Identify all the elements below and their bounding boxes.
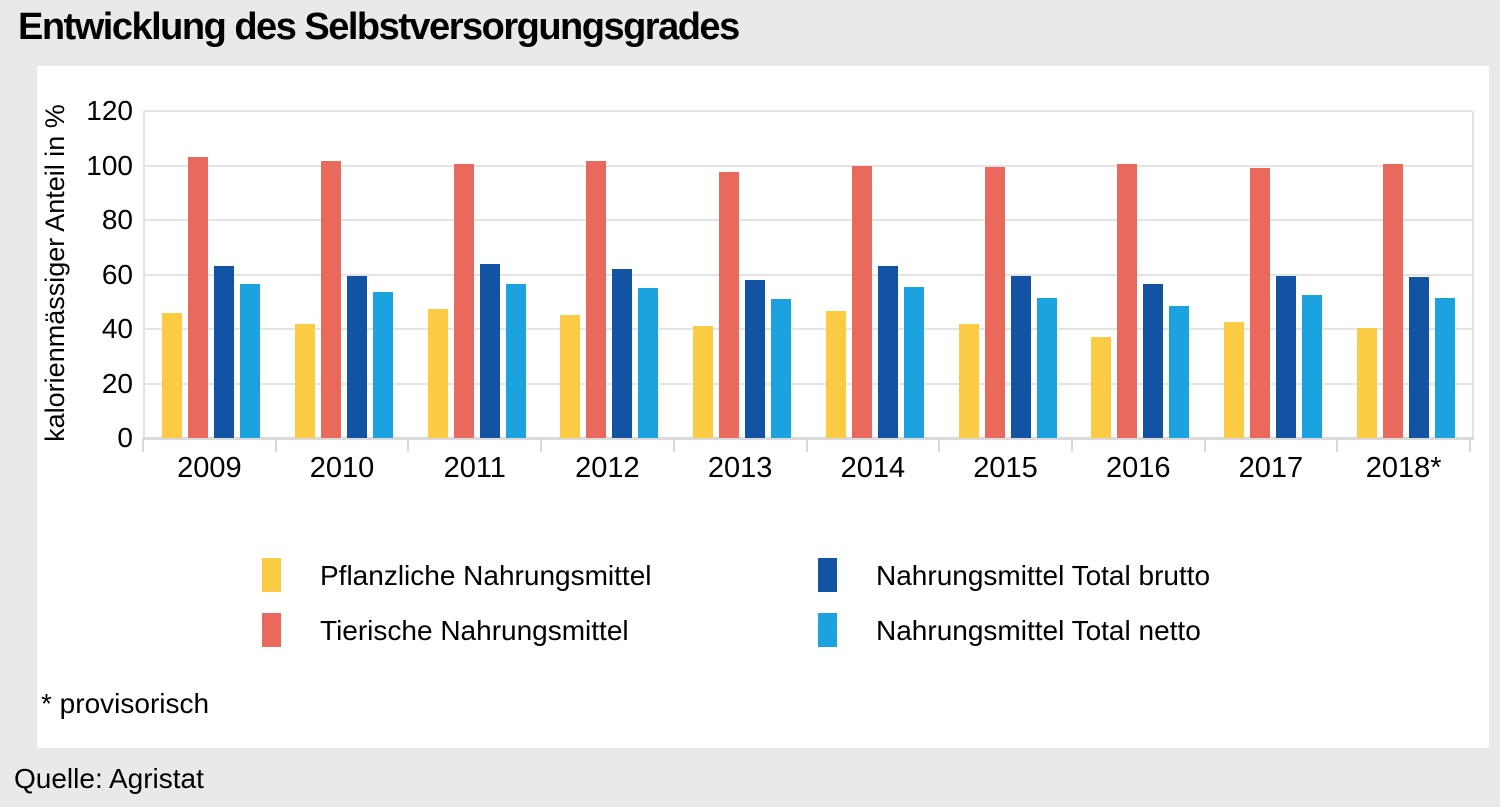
chart-card: kalorienmässiger Anteil in % 0 20 40 60 80 10… (37, 66, 1489, 748)
bar-pflanzliche-nahrungsmittel (427, 308, 448, 438)
bar-tierische-nahrungsmittel (188, 157, 209, 438)
bar-nahrungsmittel-total-netto (373, 292, 394, 438)
gridline (145, 110, 1472, 112)
bar-pflanzliche-nahrungsmittel (693, 326, 714, 438)
bar-nahrungsmittel-total-netto (1301, 294, 1322, 438)
bar-nahrungsmittel-total-brutto (877, 266, 898, 438)
x-axis-label: 2017 (1238, 452, 1304, 484)
bar-nahrungsmittel-total-brutto (1275, 275, 1296, 438)
x-axis-label: 2016 (1105, 452, 1171, 484)
bar-pflanzliche-nahrungsmittel (295, 323, 316, 438)
x-axis-label: 2015 (973, 452, 1038, 484)
gridline (145, 273, 1472, 276)
x-axis-tick (407, 438, 410, 452)
x-axis-label: 2011 (443, 452, 506, 484)
gridline (145, 382, 1472, 385)
bar-tierische-nahrungsmittel (1249, 168, 1270, 438)
bar-nahrungsmittel-total-netto (771, 299, 792, 438)
x-axis-tick (672, 438, 675, 452)
bar-nahrungsmittel-total-netto (1434, 297, 1455, 438)
bar-nahrungsmittel-total-brutto (479, 263, 500, 438)
bar-tierische-nahrungsmittel (851, 165, 872, 438)
bar-tierische-nahrungsmittel (984, 166, 1005, 438)
bar-tierische-nahrungsmittel (1117, 164, 1138, 438)
bar-nahrungsmittel-total-brutto (214, 266, 235, 438)
bar-nahrungsmittel-total-netto (505, 284, 526, 438)
y-tick-label: 120 (86, 95, 133, 126)
legend-swatch-nahrungsmittel-total-netto (818, 613, 837, 647)
bar-pflanzliche-nahrungsmittel (825, 311, 846, 438)
x-axis-tick (805, 438, 808, 452)
x-axis-tick (1336, 438, 1339, 452)
bar-nahrungsmittel-total-brutto (745, 279, 766, 438)
legend-label: Tierische Nahrungsmittel (320, 615, 629, 646)
legend-swatch-tierische-nahrungsmittel (262, 613, 281, 647)
bar-nahrungsmittel-total-brutto (347, 275, 368, 438)
legend-swatch-nahrungsmittel-total-brutto (818, 558, 837, 592)
x-axis-tick (1469, 438, 1471, 452)
page-title: Entwicklung des Selbstversorgungsgrades (18, 6, 740, 48)
x-axis-tick (274, 438, 277, 452)
legend-label: Nahrungsmittel Total brutto (876, 560, 1211, 591)
bar-pflanzliche-nahrungsmittel (958, 323, 979, 438)
gridline (145, 164, 1472, 167)
gridline (145, 328, 1472, 330)
y-tick-label: 60 (101, 258, 133, 290)
bar-nahrungsmittel-total-brutto (1408, 277, 1429, 438)
bar-nahrungsmittel-total-brutto (1010, 275, 1031, 438)
bar-nahrungsmittel-total-netto (240, 284, 261, 438)
y-tick-label: 100 (86, 149, 133, 181)
plot-area (143, 110, 1474, 440)
bar-nahrungsmittel-total-netto (1036, 297, 1057, 438)
x-axis-label: 2013 (707, 452, 773, 484)
bar-nahrungsmittel-total-brutto (1143, 284, 1164, 438)
legend-label: Pflanzliche Nahrungsmittel (320, 560, 652, 591)
bar-pflanzliche-nahrungsmittel (1223, 322, 1244, 438)
x-axis-tick (938, 438, 941, 452)
x-axis-label: 2014 (840, 452, 906, 484)
legend-swatch-pflanzliche-nahrungsmittel (262, 558, 281, 592)
bar-tierische-nahrungsmittel (321, 161, 342, 438)
bar-pflanzliche-nahrungsmittel (1356, 327, 1377, 438)
legend-label: Nahrungsmittel Total netto (876, 615, 1201, 646)
bar-tierische-nahrungsmittel (453, 164, 474, 438)
x-axis-line (143, 437, 1474, 440)
x-axis-tick (540, 438, 543, 452)
x-axis-tick (1203, 438, 1206, 452)
y-tick-label: 0 (117, 422, 133, 453)
bar-tierische-nahrungsmittel (719, 172, 740, 438)
x-axis-label: 2012 (575, 452, 640, 484)
x-axis-label: 2009 (177, 452, 242, 484)
x-axis-tick (142, 438, 144, 452)
bar-nahrungsmittel-total-netto (1169, 305, 1190, 438)
y-tick-label: 40 (101, 313, 133, 344)
bar-nahrungsmittel-total-netto (638, 288, 659, 438)
bar-tierische-nahrungsmittel (1382, 164, 1403, 438)
y-tick-label: 80 (101, 204, 133, 235)
x-axis-label: 2010 (309, 452, 375, 484)
y-tick-label: 20 (101, 367, 133, 399)
x-axis-label: 2018* (1365, 452, 1442, 484)
bar-pflanzliche-nahrungsmittel (162, 312, 183, 438)
bar-pflanzliche-nahrungsmittel (1091, 337, 1112, 438)
bar-tierische-nahrungsmittel (586, 161, 607, 438)
bar-nahrungsmittel-total-netto (903, 286, 924, 438)
gridline (145, 219, 1472, 221)
x-axis-tick (1070, 438, 1073, 452)
footnote: * provisorisch (41, 688, 210, 719)
source-line: Quelle: Agristat (14, 763, 204, 794)
bar-nahrungsmittel-total-brutto (612, 269, 633, 438)
bar-pflanzliche-nahrungsmittel (560, 315, 581, 438)
